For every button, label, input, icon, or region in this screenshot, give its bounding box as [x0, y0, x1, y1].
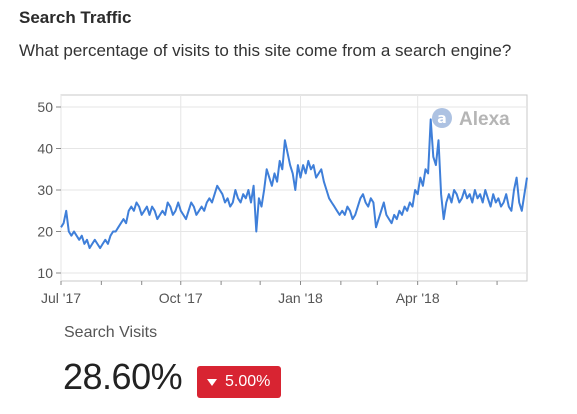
y-tick-label: 40: [37, 141, 53, 157]
y-tick-label: 20: [37, 224, 53, 240]
y-tick-label: 10: [37, 265, 53, 281]
y-tick-label: 30: [37, 182, 53, 198]
caret-down-icon: [207, 378, 217, 386]
change-value: 5.00%: [225, 373, 271, 390]
watermark: a Alexa: [432, 108, 510, 130]
x-tick-label: Apr '18: [396, 290, 440, 306]
line-chart: 10 20 30 40 50 Jul '17 Oct '17 Jan '18 Apr '18 a…: [37, 94, 528, 306]
watermark-text: Alexa: [459, 109, 510, 130]
series-line: [60, 118, 528, 250]
change-badge: 5.00%: [197, 366, 282, 398]
alexa-logo-glyph: a: [437, 111, 446, 127]
section-subtitle: What percentage of visits to this site c…: [19, 41, 512, 60]
y-tick-label: 50: [37, 99, 53, 115]
alexa-logo-icon: [432, 108, 452, 128]
x-tick-label: Jan '18: [278, 290, 323, 306]
x-tick-label: Oct '17: [159, 290, 203, 306]
search-traffic-chart: 10 20 30 40 50 Jul '17 Oct '17 Jan '18 Apr '18 a…: [0, 90, 577, 320]
metric-label: Search Visits: [64, 324, 158, 341]
metric-value: 28.60%: [63, 356, 183, 397]
x-tick-label: Jul '17: [41, 290, 81, 306]
section-title: Search Traffic: [19, 8, 132, 27]
